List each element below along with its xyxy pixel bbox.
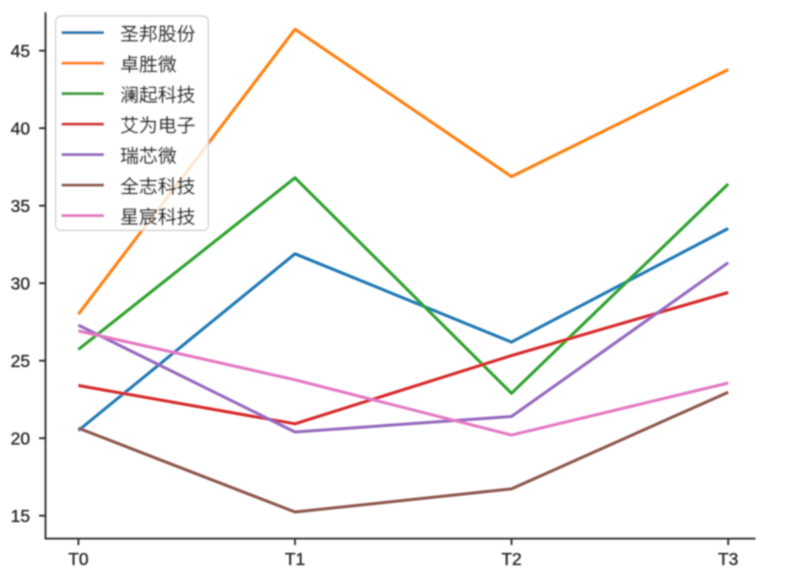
svg-text:15: 15 <box>11 506 30 526</box>
svg-text:20: 20 <box>11 429 30 449</box>
svg-text:T0: T0 <box>68 549 88 568</box>
svg-text:T1: T1 <box>285 549 305 568</box>
svg-text:35: 35 <box>11 196 30 216</box>
svg-text:25: 25 <box>11 351 30 371</box>
svg-text:40: 40 <box>11 119 30 139</box>
svg-text:T2: T2 <box>501 549 521 568</box>
svg-text:T3: T3 <box>718 549 738 568</box>
svg-text:30: 30 <box>11 274 30 294</box>
svg-text:45: 45 <box>11 41 30 61</box>
